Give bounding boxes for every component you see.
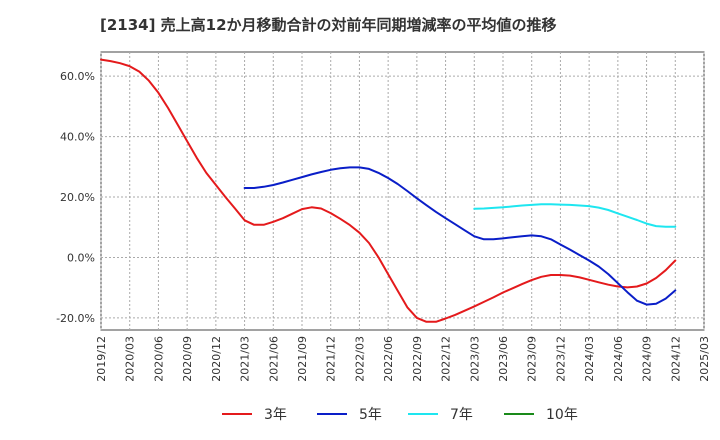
x-tick-label: 2023/03 <box>468 336 481 382</box>
series-line-7年 <box>473 203 677 228</box>
x-tick-label: 2025/03 <box>698 336 711 382</box>
x-tick-label: 2023/09 <box>526 336 539 382</box>
x-tick-label: 2024/12 <box>669 336 682 382</box>
legend: 3年 5年 7年 10年 <box>222 407 578 423</box>
y-gridlines <box>101 75 704 319</box>
x-tick-label: 2021/03 <box>239 336 252 382</box>
plot-area <box>100 51 705 331</box>
x-tick-label: 2020/12 <box>210 336 223 382</box>
x-tick-label: 2019/12 <box>95 336 108 382</box>
series-lines <box>100 58 677 323</box>
x-tick-label: 2022/03 <box>353 336 366 382</box>
legend-label: 3年 <box>264 407 287 423</box>
x-tick-label: 2020/06 <box>152 336 165 382</box>
x-tick-label: 2022/09 <box>411 336 424 382</box>
series-line-3年 <box>100 58 677 323</box>
x-tick-label: 2024/06 <box>612 336 625 382</box>
y-tick-label: 0.0% <box>67 251 95 264</box>
y-tick-label: 40.0% <box>60 131 95 144</box>
y-tick-label: -20.0% <box>56 312 95 325</box>
chart-title: [2134] 売上高12か月移動合計の対前年同期増減率の平均値の推移 <box>100 16 557 34</box>
y-axis-ticks: -20.0% 0.0% 20.0% 40.0% 60.0% <box>56 70 95 325</box>
y-tick-label: 20.0% <box>60 191 95 204</box>
x-tick-label: 2023/06 <box>497 336 510 382</box>
x-tick-label: 2021/06 <box>267 336 280 382</box>
x-tick-label: 2022/06 <box>382 336 395 382</box>
legend-label: 5年 <box>359 407 382 423</box>
y-tick-label: 60.0% <box>60 70 95 83</box>
x-tick-label: 2024/03 <box>583 336 596 382</box>
x-tick-label: 2021/09 <box>296 336 309 382</box>
legend-label: 10年 <box>546 407 578 423</box>
x-tick-label: 2022/12 <box>440 336 453 382</box>
x-tick-label: 2023/12 <box>554 336 567 382</box>
x-tick-label: 2020/03 <box>124 336 137 382</box>
x-tick-label: 2024/09 <box>641 336 654 382</box>
series-line-5年 <box>243 166 677 306</box>
x-axis-ticks: 2019/12 2020/03 2020/06 2020/09 2020/12 2021/… <box>95 336 711 382</box>
x-tick-label: 2021/12 <box>325 336 338 382</box>
x-tick-label: 2020/09 <box>181 336 194 382</box>
legend-label: 7年 <box>450 407 473 423</box>
